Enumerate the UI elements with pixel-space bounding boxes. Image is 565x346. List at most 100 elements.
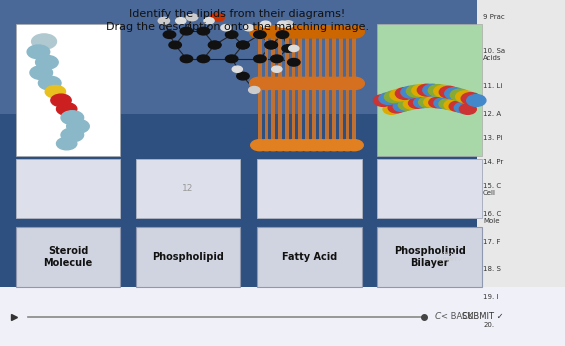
Circle shape <box>393 101 410 111</box>
Circle shape <box>211 13 224 21</box>
Bar <box>477 0 565 346</box>
Circle shape <box>310 26 331 38</box>
Circle shape <box>297 77 317 90</box>
Circle shape <box>180 55 193 63</box>
Circle shape <box>180 27 193 35</box>
Circle shape <box>56 137 77 150</box>
Circle shape <box>283 26 303 38</box>
Bar <box>319 87 322 143</box>
Text: Drag the description onto the matching image.: Drag the description onto the matching i… <box>106 22 369 33</box>
Bar <box>332 87 336 143</box>
Circle shape <box>263 26 284 38</box>
Bar <box>353 87 356 143</box>
Circle shape <box>56 103 77 115</box>
Circle shape <box>408 98 425 108</box>
Circle shape <box>318 140 336 151</box>
Circle shape <box>324 26 344 38</box>
Bar <box>346 32 349 81</box>
Circle shape <box>373 94 393 106</box>
Circle shape <box>36 55 58 69</box>
Circle shape <box>250 77 270 90</box>
Text: Click
SUBMIT✓: Click SUBMIT✓ <box>434 252 464 262</box>
Circle shape <box>254 55 266 63</box>
Bar <box>257 159 362 218</box>
Bar <box>0 114 477 287</box>
Text: 19. I: 19. I <box>483 294 498 300</box>
Circle shape <box>30 66 53 80</box>
Text: C: C <box>434 312 441 321</box>
Bar <box>285 32 289 81</box>
Text: Fatty Acid: Fatty Acid <box>282 252 337 262</box>
Text: 9 Prac: 9 Prac <box>483 14 505 20</box>
Circle shape <box>289 45 299 52</box>
Bar <box>325 32 329 81</box>
Bar <box>16 24 120 156</box>
Circle shape <box>260 21 271 27</box>
Circle shape <box>270 26 290 38</box>
Circle shape <box>282 21 294 28</box>
Circle shape <box>221 25 231 31</box>
Circle shape <box>419 97 436 108</box>
Circle shape <box>257 77 277 90</box>
Circle shape <box>434 98 451 108</box>
Circle shape <box>324 77 344 90</box>
Circle shape <box>45 85 66 98</box>
Circle shape <box>277 77 297 90</box>
Circle shape <box>303 26 324 38</box>
Circle shape <box>412 85 431 97</box>
Bar <box>298 32 302 81</box>
Text: 13. Pi: 13. Pi <box>483 135 503 141</box>
Bar <box>264 87 268 143</box>
Bar <box>16 227 120 287</box>
Bar <box>298 87 302 143</box>
Circle shape <box>429 97 446 108</box>
Circle shape <box>27 45 50 59</box>
Circle shape <box>51 94 71 107</box>
Circle shape <box>225 55 238 63</box>
Circle shape <box>265 41 277 49</box>
Bar <box>332 32 336 81</box>
Circle shape <box>337 26 358 38</box>
Circle shape <box>396 88 415 99</box>
Bar <box>377 159 482 218</box>
Circle shape <box>459 104 476 114</box>
Circle shape <box>288 58 300 66</box>
Bar <box>264 32 268 81</box>
Bar <box>271 32 275 81</box>
Circle shape <box>208 41 221 49</box>
Circle shape <box>331 77 351 90</box>
Circle shape <box>325 140 343 151</box>
Circle shape <box>406 85 425 97</box>
Circle shape <box>244 25 254 31</box>
Circle shape <box>237 41 249 49</box>
Circle shape <box>208 41 221 49</box>
Circle shape <box>38 76 61 90</box>
Circle shape <box>270 77 290 90</box>
Circle shape <box>249 86 260 93</box>
Bar <box>319 32 322 81</box>
Bar <box>258 32 262 81</box>
Circle shape <box>282 45 294 52</box>
Circle shape <box>439 86 458 98</box>
Circle shape <box>163 31 176 38</box>
Circle shape <box>383 104 400 114</box>
Text: < BACK: < BACK <box>441 312 474 321</box>
Circle shape <box>467 94 486 106</box>
Circle shape <box>344 77 364 90</box>
Circle shape <box>271 55 283 63</box>
Circle shape <box>398 100 415 110</box>
Circle shape <box>237 72 249 80</box>
Bar <box>257 227 362 287</box>
Bar <box>325 87 329 143</box>
Circle shape <box>444 100 461 110</box>
Circle shape <box>284 140 302 151</box>
Circle shape <box>332 140 350 151</box>
Text: 11. Li: 11. Li <box>483 83 502 89</box>
Circle shape <box>61 111 84 125</box>
Bar <box>136 227 240 287</box>
Bar <box>312 32 316 81</box>
Bar <box>346 87 349 143</box>
Circle shape <box>449 101 466 111</box>
Text: Phospholipid
Bilayer: Phospholipid Bilayer <box>394 246 466 268</box>
Text: SUBMIT ✓: SUBMIT ✓ <box>462 312 504 321</box>
